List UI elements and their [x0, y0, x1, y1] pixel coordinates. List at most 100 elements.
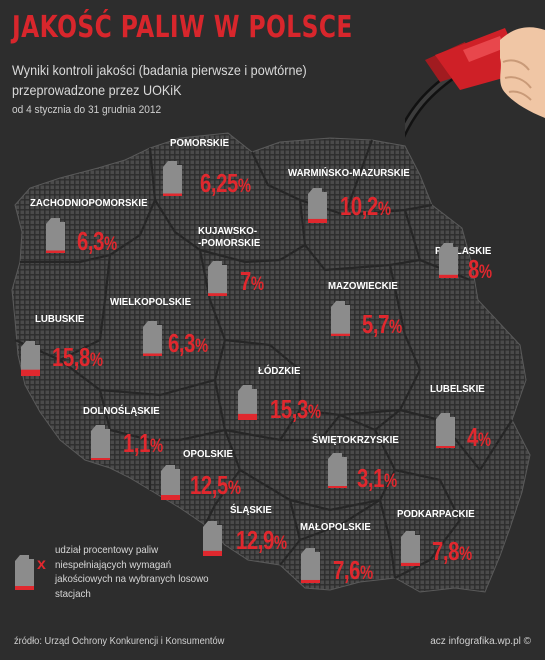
region-13-value: 3,1	[357, 463, 385, 493]
region-16-value: 7,8	[432, 536, 460, 566]
region-9-name: ŁÓDZKIE	[258, 365, 301, 377]
subtitle: Wyniki kontroli jakości (badania pierwsz…	[12, 62, 307, 98]
region-2-unit: %	[377, 199, 391, 220]
region-12-value: 12,5	[190, 470, 228, 500]
region-15-unit: %	[360, 563, 373, 584]
region-9-value: 15,3	[270, 394, 308, 424]
region-14-canister-icon	[203, 521, 222, 556]
region-1-canister-icon	[163, 161, 182, 196]
region-3-unit: %	[104, 234, 117, 255]
region-9-fill-level	[238, 413, 257, 420]
region-2-percentage: 10,2%	[340, 193, 391, 223]
region-15-name: MAŁOPOLSKIE	[300, 521, 371, 533]
region-6-fill-level	[143, 353, 162, 356]
region-12-name: OPOLSKIE	[183, 448, 233, 460]
region-1-value: 6,25	[200, 168, 238, 198]
region-1-unit: %	[237, 176, 251, 197]
date-range: od 4 stycznia do 31 grudnia 2012	[12, 104, 162, 116]
region-6-canister-icon	[143, 321, 162, 356]
region-7-name: MAZOWIECKIE	[328, 280, 398, 292]
region-12-fill-level	[161, 495, 180, 500]
region-14-name: ŚLĄSKIE	[230, 504, 272, 516]
region-16-canister-icon	[401, 531, 420, 566]
region-16-unit: %	[459, 544, 472, 565]
region-4-canister-icon	[208, 261, 227, 296]
region-8-percentage: 15,8%	[52, 344, 103, 374]
region-10-fill-level	[436, 446, 455, 448]
region-5-unit: %	[478, 262, 492, 283]
region-7-value: 5,7	[362, 309, 390, 339]
legend-canister-icon	[15, 555, 34, 590]
region-15-canister-icon	[301, 548, 320, 583]
region-2-value: 10,2	[340, 191, 378, 221]
legend-text: udział procentowy paliw niespełniających…	[55, 544, 209, 600]
region-1-fill-level	[163, 193, 182, 196]
source-note: źródło: Urząd Ochrony Konkurencji i Kons…	[14, 636, 225, 647]
region-10-percentage: 4%	[467, 424, 491, 454]
region-9-canister-icon	[238, 385, 257, 420]
region-2-name: WARMIŃSKO-MAZURSKIE	[288, 167, 410, 179]
region-5-percentage: 8%	[468, 256, 492, 286]
credit: acz infografika.wp.pl ©	[430, 636, 531, 647]
region-3-fill-level	[46, 250, 65, 253]
region-6-unit: %	[195, 336, 208, 357]
region-3-value: 6,3	[77, 226, 105, 256]
region-8-fill-level	[21, 369, 40, 376]
region-13-unit: %	[384, 471, 397, 492]
region-9-unit: %	[307, 402, 321, 423]
region-10-unit: %	[477, 430, 491, 451]
fuel-nozzle-illustration	[405, 27, 545, 138]
region-5-fill-level	[439, 274, 458, 278]
region-1-percentage: 6,25%	[200, 170, 251, 200]
region-13-fill-level	[328, 486, 347, 488]
region-15-percentage: 7,6%	[333, 557, 373, 587]
region-2-fill-level	[308, 218, 327, 223]
region-1-name: POMORSKIE	[170, 137, 230, 149]
region-7-fill-level	[331, 333, 350, 336]
region-12-unit: %	[227, 478, 241, 499]
region-5-value: 8	[468, 254, 479, 284]
region-5-canister-icon	[439, 243, 458, 278]
region-3-percentage: 6,3%	[77, 228, 117, 258]
region-11-value: 1,1	[123, 428, 151, 458]
region-4-value: 7	[240, 266, 251, 296]
region-16-name: PODKARPACKIE	[397, 508, 475, 520]
region-15-fill-level	[301, 579, 320, 583]
region-13-percentage: 3,1%	[357, 465, 397, 495]
region-15-value: 7,6	[333, 555, 361, 585]
region-10-name: LUBELSKIE	[430, 383, 485, 395]
region-11-name: DOLNOŚLĄSKIE	[83, 405, 160, 417]
region-11-fill-level	[91, 458, 110, 460]
region-11-percentage: 1,1%	[123, 430, 163, 460]
region-6-name: WIELKOPOLSKIE	[110, 296, 192, 308]
region-2-canister-icon	[308, 188, 327, 223]
region-6-value: 6,3	[168, 328, 196, 358]
page-title: JAKOŚĆ PALIW W POLSCE	[12, 10, 353, 45]
region-9-percentage: 15,3%	[270, 396, 321, 426]
region-4-name: KUJAWSKO- -POMORSKIE	[198, 225, 261, 249]
region-3-name: ZACHODNIOPOMORSKIE	[30, 197, 148, 209]
region-14-percentage: 12,9%	[236, 527, 287, 557]
region-10-canister-icon	[436, 413, 455, 448]
map-outline	[11, 132, 531, 593]
region-12-percentage: 12,5%	[190, 472, 241, 502]
region-8-unit: %	[89, 350, 103, 371]
region-14-unit: %	[273, 533, 287, 554]
region-11-unit: %	[150, 436, 163, 457]
region-14-value: 12,9	[236, 525, 274, 555]
region-6-percentage: 6,3%	[168, 330, 208, 360]
region-13-name: ŚWIĘTOKRZYSKIE	[312, 434, 399, 446]
legend-marker: x	[37, 556, 46, 573]
region-4-fill-level	[208, 293, 227, 296]
region-8-canister-icon	[21, 341, 40, 376]
region-13-canister-icon	[328, 453, 347, 488]
region-16-percentage: 7,8%	[432, 538, 472, 568]
region-7-canister-icon	[331, 301, 350, 336]
region-12-canister-icon	[161, 465, 180, 500]
region-4-percentage: 7%	[240, 268, 264, 298]
region-8-name: LUBUSKIE	[35, 313, 85, 325]
region-14-fill-level	[203, 550, 222, 556]
region-4-unit: %	[250, 274, 264, 295]
